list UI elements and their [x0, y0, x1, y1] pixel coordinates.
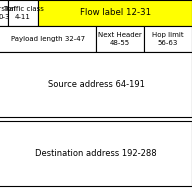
Text: Source address 64-191: Source address 64-191	[48, 80, 144, 89]
Bar	[8, 0, 38, 26]
Bar	[0, 26, 96, 52]
Bar	[96, 26, 144, 52]
Text: Flow label 12-31: Flow label 12-31	[80, 8, 151, 17]
Text: Next Header
48-55: Next Header 48-55	[98, 32, 142, 46]
Bar	[0, 0, 8, 26]
Text: Traffic class
4-11: Traffic class 4-11	[3, 6, 43, 20]
Text: Payload length 32-47: Payload length 32-47	[11, 36, 85, 42]
Text: Hop limit
56-63: Hop limit 56-63	[152, 32, 184, 46]
Text: Version
0-3: Version 0-3	[0, 6, 17, 20]
Bar	[144, 26, 192, 52]
Bar	[0, 121, 192, 186]
Bar	[0, 52, 192, 117]
Bar	[38, 0, 192, 26]
Text: Destination address 192-288: Destination address 192-288	[35, 149, 157, 158]
